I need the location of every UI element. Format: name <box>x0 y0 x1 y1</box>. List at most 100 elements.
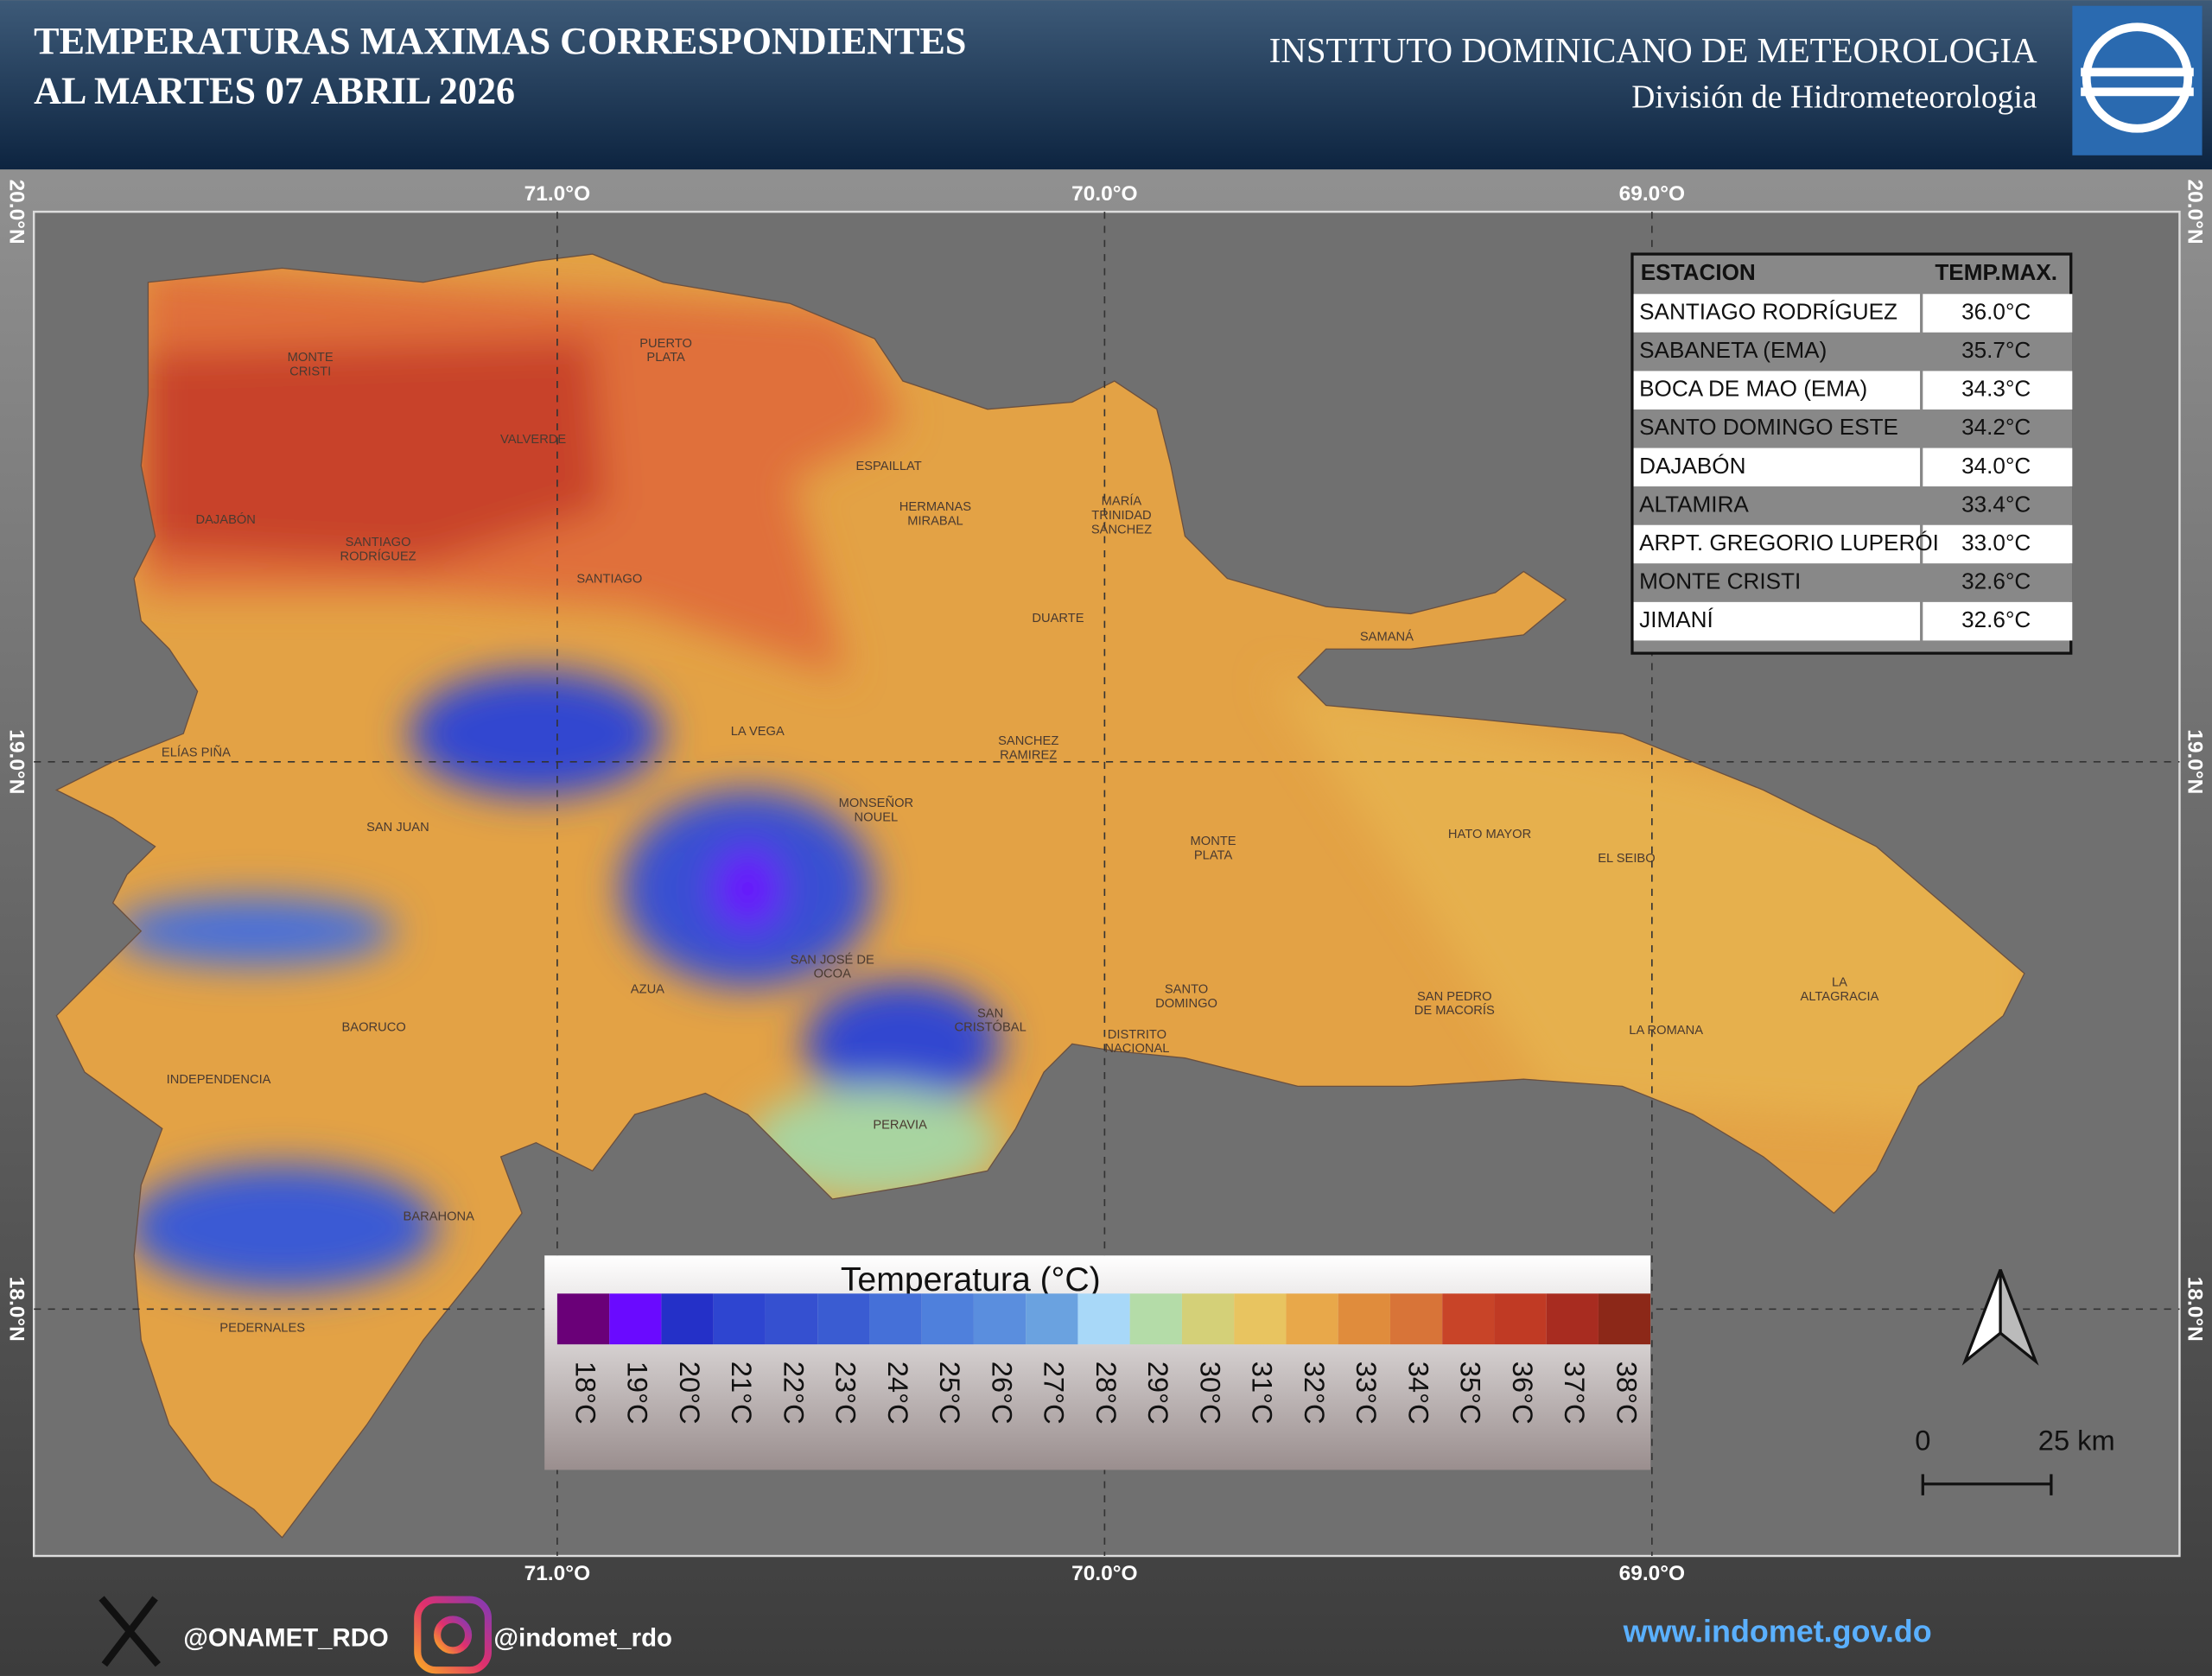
legend-swatch <box>1598 1293 1651 1345</box>
place-label: PEDERNALES <box>219 1321 305 1335</box>
place-label: SAN JUAN <box>366 821 429 835</box>
place-label: DUARTE <box>1032 612 1084 625</box>
scale-bar: 0 25 km <box>1915 1425 2115 1495</box>
legend-swatch <box>973 1293 1027 1345</box>
lat-label: 18.0°N <box>2183 1277 2206 1342</box>
legend-label: 36°C <box>1507 1362 1539 1425</box>
place-label: ALTAGRACIA <box>1801 990 1879 1004</box>
place-label: SAN PEDRO <box>1417 990 1492 1004</box>
table-cell: 34.0°C <box>1961 453 2031 479</box>
place-label: MONSEÑOR <box>839 796 914 810</box>
legend-label: 21°C <box>726 1362 758 1425</box>
place-label: BARAHONA <box>404 1209 475 1223</box>
legend-label: 29°C <box>1142 1362 1174 1425</box>
legend-label: 34°C <box>1402 1362 1434 1425</box>
title-line: TEMPERATURAS MAXIMAS CORRESPONDIENTES <box>34 20 966 62</box>
table-row <box>1923 486 2073 525</box>
lat-label: 19.0°N <box>2183 729 2206 794</box>
lat-label: 18.0°N <box>4 1277 28 1342</box>
legend-swatch <box>661 1293 714 1345</box>
place-label: RAMIREZ <box>1000 749 1057 763</box>
scale-label: 25 km <box>2038 1425 2115 1457</box>
station-table: ESTACION TEMP.MAX. SANTIAGO RODRÍGUEZ 36.0°… <box>1630 252 2073 655</box>
place-label: AZUA <box>631 983 664 997</box>
place-label: DE MACORÍS <box>1414 1003 1495 1018</box>
legend-label: 35°C <box>1455 1362 1487 1425</box>
table-row <box>1633 486 1921 525</box>
table-cell: DAJABÓN <box>1639 453 1745 479</box>
table-cell: 34.2°C <box>1961 414 2031 440</box>
x-icon <box>99 1596 161 1667</box>
lat-label: 20.0°N <box>2183 180 2206 244</box>
place-label: CRISTI <box>289 365 331 378</box>
table-cell: 33.0°C <box>1961 530 2031 555</box>
table-row <box>1633 448 1921 487</box>
place-label: PLATA <box>1194 848 1233 862</box>
scale-label: 0 <box>1915 1425 1930 1457</box>
lon-label: 69.0°O <box>1619 1562 1685 1585</box>
place-label: SANCHEZ <box>998 734 1058 748</box>
table-cell: SABANETA (EMA) <box>1639 337 1827 363</box>
place-label: SAMANÁ <box>1360 629 1414 644</box>
legend-swatch <box>1026 1293 1078 1345</box>
place-label: MONTE <box>1191 835 1236 848</box>
table-header: TEMP.MAX. <box>1935 259 2057 285</box>
legend-swatch <box>609 1293 662 1345</box>
x-handle[interactable]: @ONAMET_RDO <box>183 1624 389 1653</box>
place-label: CRISTÓBAL <box>954 1020 1026 1035</box>
legend-swatch <box>1077 1293 1130 1345</box>
place-label: PUERTO <box>639 337 692 351</box>
place-label: RODRÍGUEZ <box>340 549 416 563</box>
lon-label: 69.0°O <box>1619 182 1685 206</box>
legend-label: 31°C <box>1247 1362 1279 1425</box>
legend-swatch <box>765 1293 818 1345</box>
table-row <box>1633 524 1921 564</box>
legend-swatch <box>817 1293 870 1345</box>
table-header: ESTACION <box>1641 259 1756 285</box>
place-label: DAJABÓN <box>196 512 256 527</box>
place-label: INDEPENDENCIA <box>167 1073 271 1087</box>
legend-label: 33°C <box>1351 1362 1382 1425</box>
legend-label: 19°C <box>622 1362 654 1425</box>
place-label: BAORUCO <box>342 1021 406 1035</box>
table-cell: 32.6°C <box>1961 568 2031 594</box>
place-label: LA VEGA <box>731 725 785 739</box>
place-label: PLATA <box>646 351 685 365</box>
legend-swatch <box>1181 1293 1235 1345</box>
website[interactable]: www.indomet.gov.do <box>1623 1614 1932 1649</box>
table-cell: 33.4°C <box>1961 491 2031 517</box>
table-row <box>1923 371 2073 409</box>
legend-swatch <box>1234 1293 1287 1345</box>
place-label: ESPAILLAT <box>855 460 921 473</box>
lat-label: 19.0°N <box>4 729 28 794</box>
table-row <box>1923 601 2073 641</box>
instagram-icon <box>414 1596 492 1674</box>
place-label: MIRABAL <box>907 515 963 529</box>
table-row <box>1633 601 1921 641</box>
legend-swatch <box>1546 1293 1599 1345</box>
legend-label: 30°C <box>1194 1362 1226 1425</box>
legend-label: 26°C <box>986 1362 1018 1425</box>
table-cell: ALTAMIRA <box>1639 491 1749 517</box>
legend-swatch <box>1286 1293 1338 1345</box>
instagram-handle[interactable]: @indomet_rdo <box>493 1624 672 1653</box>
place-label: MONTE <box>288 351 334 365</box>
place-label: SANTIAGO <box>346 536 411 549</box>
legend-label: 24°C <box>882 1362 914 1425</box>
table-cell: ARPT. GREGORIO LUPERÓI <box>1639 530 1939 555</box>
legend-label: 25°C <box>934 1362 966 1425</box>
legend-label: 18°C <box>569 1362 601 1425</box>
lon-label: 71.0°O <box>524 182 590 206</box>
legend-swatch <box>1338 1293 1390 1345</box>
place-label: LA <box>1832 975 1847 989</box>
place-label: EL SEIBO <box>1598 852 1655 866</box>
place-label: PERAVIA <box>873 1118 927 1132</box>
north-arrow <box>1961 1269 2039 1366</box>
table-row <box>1923 448 2073 487</box>
place-label: SAN JOSÉ DE <box>791 952 874 967</box>
legend-label: 23°C <box>830 1362 862 1425</box>
table-cell: JIMANÍ <box>1639 606 1713 632</box>
table-row <box>1923 563 2073 602</box>
place-label: TRINIDAD <box>1091 509 1151 523</box>
